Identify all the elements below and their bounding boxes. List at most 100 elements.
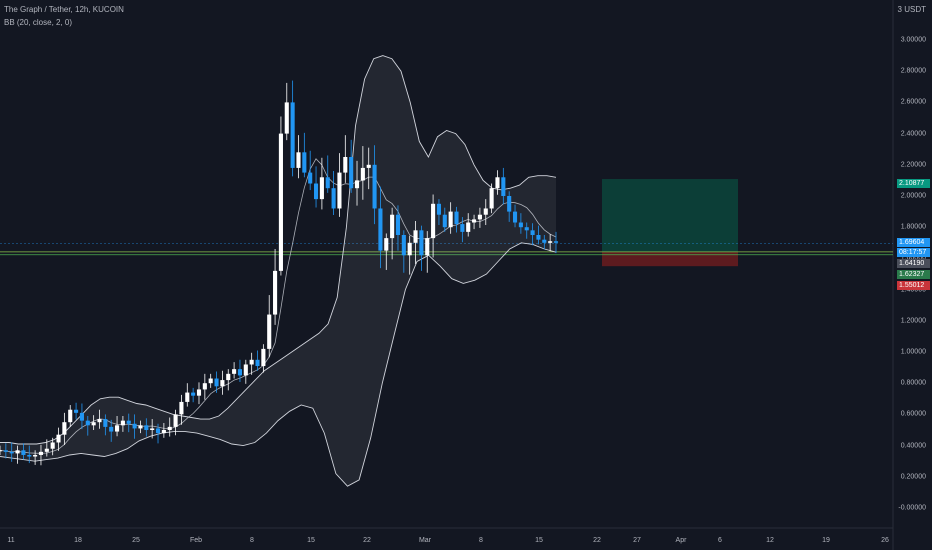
candle-body [489,188,494,209]
candle-body [237,369,243,376]
candle-body [50,442,55,449]
price-label: 1.69604 [897,238,930,247]
price-label: 2.10877 [897,179,930,188]
candle-body [360,167,365,181]
candle-body [33,454,38,457]
time-tick-label: 22 [363,537,371,544]
price-label: 1.64190 [897,259,930,268]
candle-body [132,423,137,429]
candle-body [507,196,512,212]
candle-body [38,451,44,455]
candle-body [278,133,283,271]
candle-body [442,214,447,228]
candle-body [150,428,155,430]
candle-body [331,188,336,209]
candle-body [366,164,371,168]
candle-body [27,454,32,457]
candle-body [161,430,166,434]
time-tick-label: Apr [675,537,687,544]
candle-body [548,241,553,243]
price-tick-label: 0.60000 [900,410,926,418]
candle-body [179,401,184,415]
time-tick-label: 8 [250,537,254,544]
candle-body [472,219,477,223]
price-tick-label: 0.20000 [900,473,926,481]
candle-body [267,314,272,349]
price-label: 08:17:57 [897,248,930,257]
candle-body [208,378,213,384]
time-tick-label: 15 [307,537,315,544]
candle-body [495,177,500,189]
candle-body [454,211,459,225]
candle-body [74,409,79,413]
candle-body [44,448,49,452]
candle-body [518,222,523,228]
time-tick-label: Mar [418,537,432,544]
candle-body [413,230,418,243]
candle-body [354,180,360,189]
time-tick-label: 27 [633,537,641,544]
time-tick-label: 6 [718,537,722,544]
time-tick-label: 25 [132,537,140,544]
candle-body [460,224,465,232]
candle-body [185,392,190,402]
price-label: 1.55012 [897,281,930,290]
time-tick-label: 8 [479,537,483,544]
candle-body [249,359,254,365]
candle-body [296,152,301,168]
candle-body [512,211,518,223]
candle-body [226,373,231,381]
candle-body [220,380,225,387]
candle-body [501,177,506,196]
candle-body [155,428,161,434]
candle-body [261,348,266,367]
candle-body [524,227,529,231]
price-tick-label: 1.60000 [901,255,926,262]
candle-body [68,409,73,423]
candle-body [144,425,149,430]
candle-body [56,434,61,443]
candle-body [431,203,436,239]
candle-body [232,369,237,374]
candle-body [243,364,248,376]
candle-body [448,211,453,228]
candle-body [407,242,412,256]
candle-body [85,420,90,426]
candle-body [196,389,202,396]
candle-body [337,172,342,209]
candle-body [466,222,471,232]
price-label: 1.62327 [897,270,930,279]
indicator-legend[interactable]: BB (20, close, 2, 0) [4,18,73,27]
stop-zone [602,251,738,267]
candle-body [167,426,172,430]
candle-body [191,392,196,396]
candle-body [9,451,14,454]
candle-body [349,157,354,189]
candle-body [173,414,178,427]
price-tick-label: 2.20000 [900,161,926,169]
candle-body [91,422,96,426]
candle-body [436,203,441,215]
candle-body [325,177,330,189]
price-axis-unit[interactable]: 3 USDT [897,5,926,14]
bollinger-basis [0,158,557,454]
candle-body [21,450,26,455]
price-tick-label: 1.80000 [900,223,926,231]
candle-body [202,383,207,390]
candle-body [0,450,3,452]
candle-body [103,419,108,427]
candle-body [372,164,377,209]
price-tick-label: 2.60000 [900,98,926,106]
candle-body [343,157,348,173]
candle-body [15,450,20,454]
price-tick-label: 1.20000 [900,317,926,325]
symbol-title[interactable]: The Graph / Tether, 12h, KUCOIN [4,5,124,14]
price-tick-label: 1.00000 [900,348,926,356]
target-zone [602,179,738,252]
candle-body [126,420,131,424]
time-tick-label: 26 [881,537,889,544]
candle-body [384,238,389,251]
candle-body [214,378,219,387]
candle-body [120,420,125,426]
